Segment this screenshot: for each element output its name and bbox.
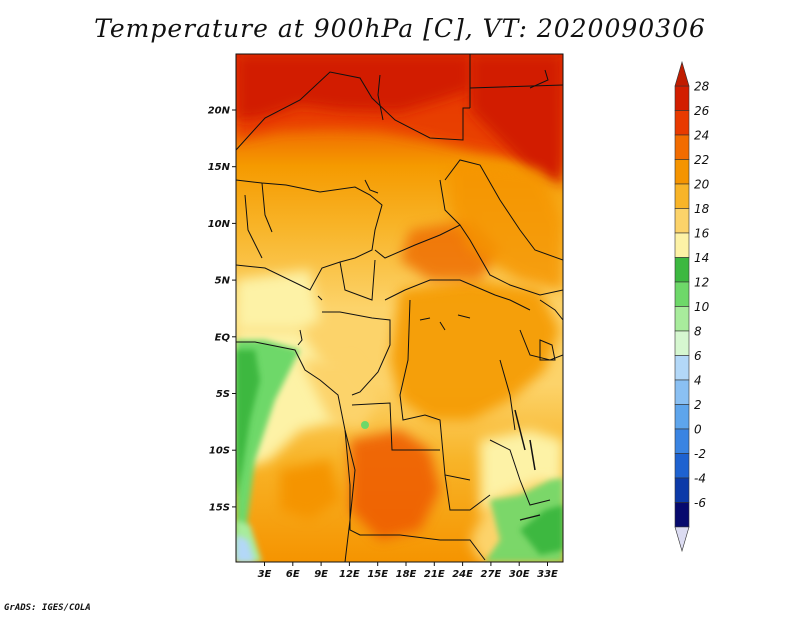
- lon-label: 18E: [396, 569, 417, 580]
- colorbar-label: 8: [694, 325, 702, 339]
- latitude-axis: 20N 15N 10N 5N EQ 5S 10S 15S: [208, 106, 236, 513]
- colorbar-label: 22: [694, 153, 709, 167]
- colorbar-label: 28: [694, 80, 710, 94]
- colorbar-segment: [674, 183, 690, 209]
- colorbar-label: 2: [694, 398, 702, 412]
- lon-label: 33E: [537, 569, 558, 580]
- colorbar-segment: [674, 330, 690, 356]
- colorbar-label: 6: [694, 349, 702, 363]
- colorbar-segment: [674, 110, 690, 136]
- colorbar-segment: [674, 159, 690, 185]
- colorbar-label: 0: [694, 423, 702, 437]
- lon-label: 24E: [452, 569, 473, 580]
- colorbar-segment: [674, 232, 690, 258]
- colorbar-segment: [674, 306, 690, 332]
- colorbar-label: 20: [694, 178, 710, 192]
- lat-label: EQ: [215, 332, 231, 343]
- country-borders: [236, 54, 563, 562]
- colorbar-segment: [674, 134, 690, 160]
- colorbar-label: 14: [694, 251, 709, 265]
- lat-label: 15S: [209, 502, 230, 513]
- colorbar-label: 24: [694, 129, 709, 143]
- temperature-field: [236, 54, 563, 562]
- lon-label: 9E: [314, 569, 328, 580]
- colorbar-top-arrow: [674, 60, 690, 87]
- colorbar-segment: [674, 477, 690, 503]
- lat-label: 10N: [208, 219, 231, 230]
- colorbar-label: -6: [694, 496, 706, 510]
- colorbar-bottom-arrow: [674, 526, 690, 553]
- colorbar-label: -4: [694, 472, 706, 486]
- colorbar-segment: [674, 208, 690, 234]
- colorbar-segment: [674, 85, 690, 111]
- lat-label: 10S: [209, 446, 230, 457]
- longitude-axis: 3E 6E 9E 12E 15E 18E 21E 24E 27E 30E 33E: [258, 562, 558, 580]
- lon-label: 21E: [424, 569, 445, 580]
- lon-label: 15E: [367, 569, 388, 580]
- lon-label: 12E: [339, 569, 360, 580]
- grads-credit: GrADS: IGES/COLA: [4, 603, 91, 613]
- lat-label: 5S: [216, 389, 230, 400]
- lon-label: 6E: [286, 569, 300, 580]
- colorbar-label: 10: [694, 300, 710, 314]
- lat-label: 20N: [208, 106, 231, 117]
- colorbar-label: -2: [694, 447, 706, 461]
- lat-label: 15N: [208, 162, 231, 173]
- colorbar-label: 12: [694, 276, 709, 290]
- lon-label: 30E: [509, 569, 530, 580]
- colorbar-label: 16: [694, 227, 710, 241]
- colorbar-label: 4: [694, 374, 702, 388]
- colorbar-segment: [674, 257, 690, 283]
- colorbar-segment: [674, 453, 690, 479]
- colorbar-segment: [674, 428, 690, 454]
- lon-label: 27E: [481, 569, 502, 580]
- map-frame: [235, 53, 564, 563]
- colorbar-segment: [674, 404, 690, 430]
- colorbar-segment: [674, 379, 690, 405]
- map-title: Temperature at 900hPa [C], VT: 202009030…: [94, 14, 706, 43]
- colorbar-segment: [674, 281, 690, 307]
- colorbar-label: 18: [694, 202, 710, 216]
- colorbar-segment: [674, 502, 690, 528]
- colorbar-label: 26: [694, 104, 710, 118]
- lon-label: 3E: [258, 569, 272, 580]
- colorbar-segment: [674, 355, 690, 381]
- lat-label: 5N: [215, 276, 231, 287]
